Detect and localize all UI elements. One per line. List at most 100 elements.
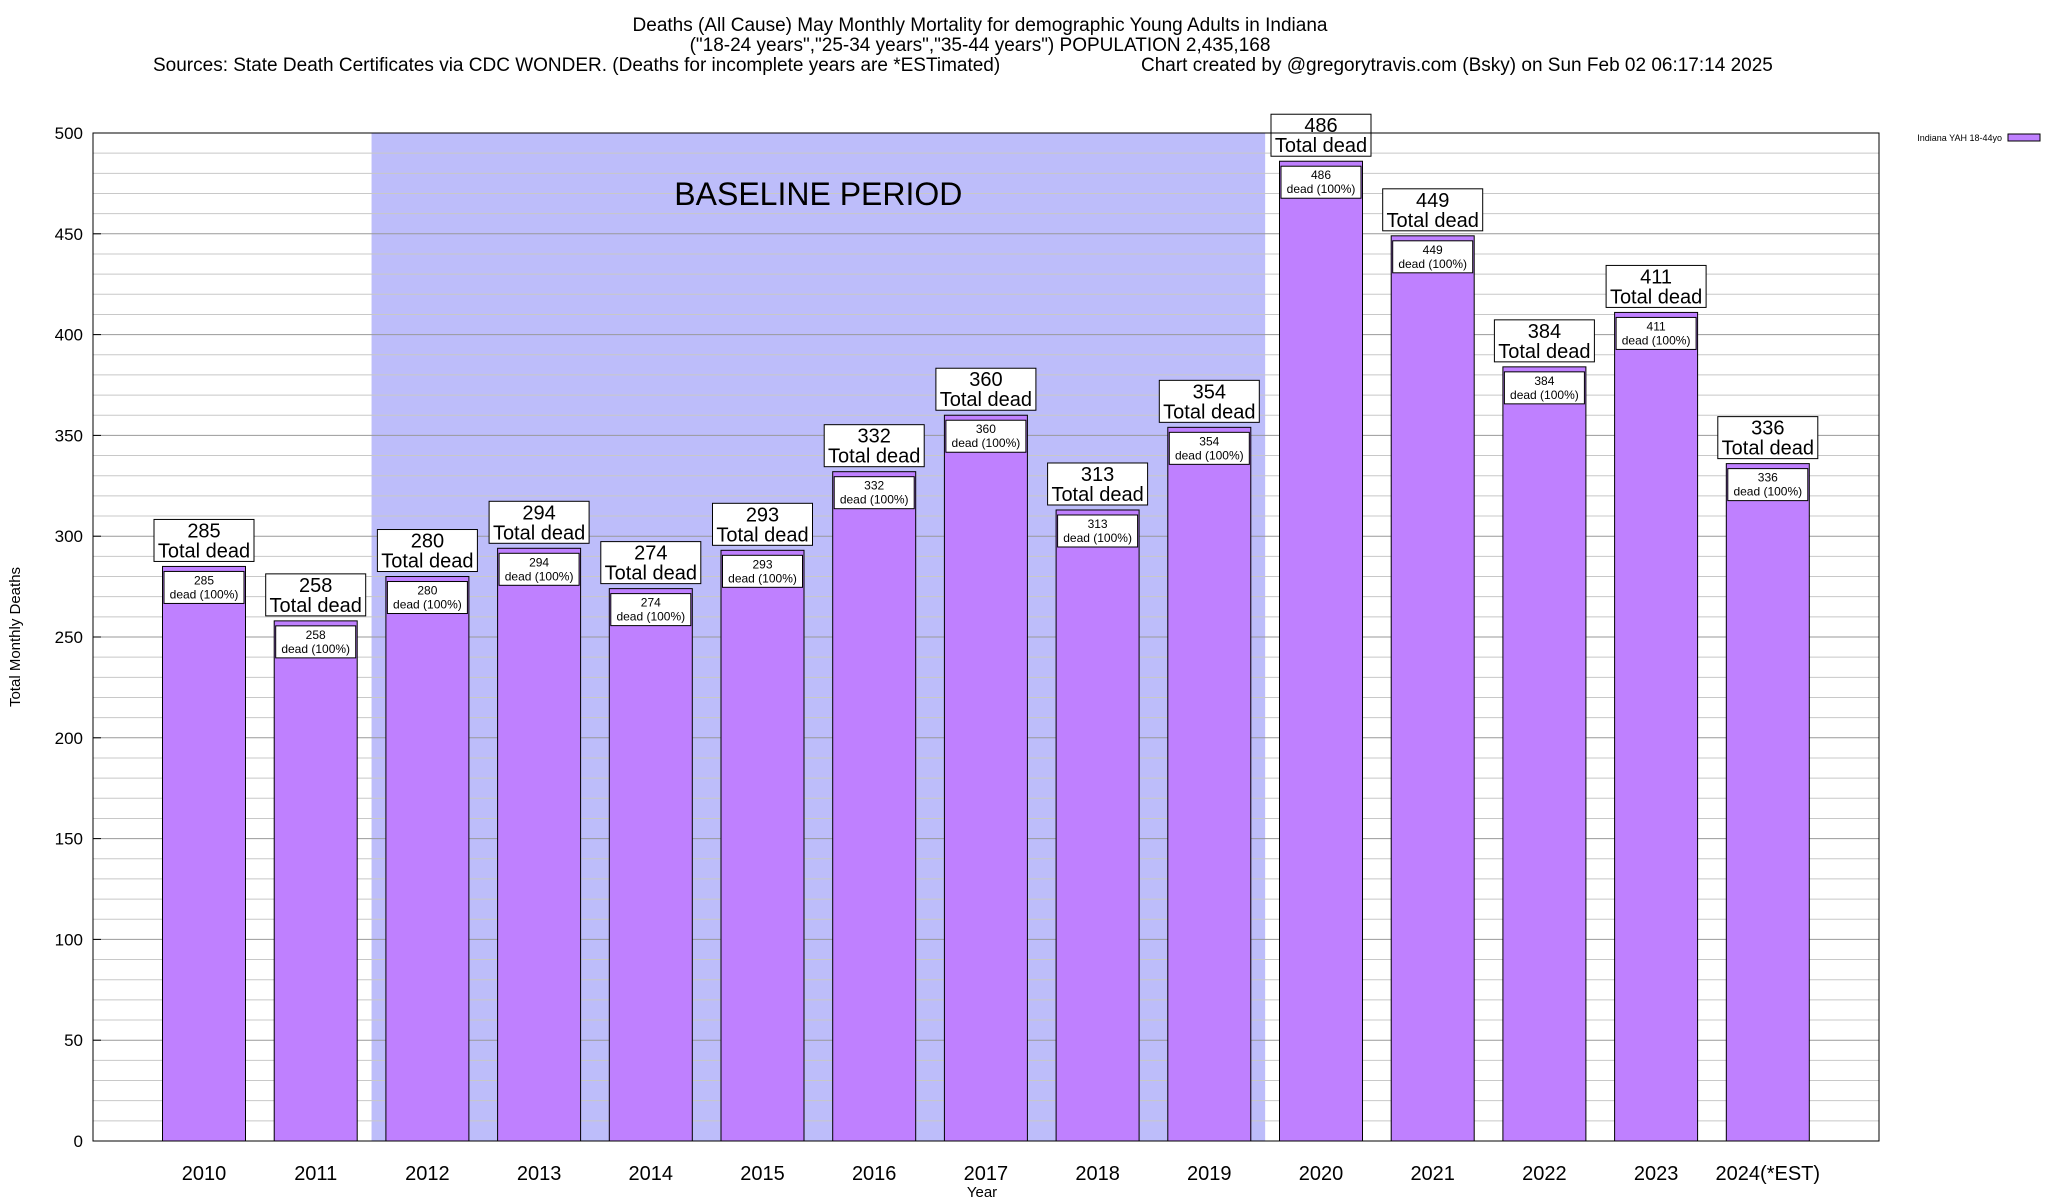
bar <box>1502 366 1587 1142</box>
bar-inner-caption: dead (100%) <box>505 569 574 583</box>
y-axis-label: Total Monthly Deaths <box>7 567 24 707</box>
bar-inner-label-box <box>833 476 915 510</box>
bar <box>385 576 470 1142</box>
x-tick-label: 2020 <box>1299 1163 1344 1185</box>
bar-total-caption: Total dead <box>1387 210 1479 232</box>
x-tick-label: 2021 <box>1410 1163 1455 1185</box>
bar <box>943 414 1028 1142</box>
bar-total-value: 258 <box>299 575 332 597</box>
bar-total-label-box <box>823 424 925 468</box>
bar-inner-label-box <box>1392 240 1474 274</box>
bar-inner-value: 360 <box>976 422 996 436</box>
bar-total-value: 384 <box>1528 321 1561 343</box>
bar-inner-caption: dead (100%) <box>840 493 909 507</box>
bar-inner-caption: dead (100%) <box>616 610 685 624</box>
bar-inner-value: 486 <box>1311 168 1331 182</box>
bar-inner-value: 258 <box>306 628 326 642</box>
baseline-label: BASELINE PERIOD <box>674 176 962 212</box>
bar-total-label-box <box>1270 113 1372 157</box>
bar-inner-label-box <box>722 554 803 588</box>
bar-total-value: 486 <box>1304 115 1337 137</box>
bar-inner-label-box <box>498 552 580 586</box>
bar <box>720 549 805 1142</box>
bar-total-label-box <box>153 518 255 562</box>
bar-inner-caption: dead (100%) <box>1510 388 1579 402</box>
chart-title-line-1: Deaths (All Cause) May Monthly Mortality… <box>633 15 1328 36</box>
bar-total-label-box <box>1605 264 1707 308</box>
chart-sources: Sources: State Death Certificates via CD… <box>153 55 1000 76</box>
bar-total-label-box <box>935 367 1037 411</box>
bar-inner-value: 280 <box>417 584 437 598</box>
bar-inner-caption: dead (100%) <box>952 436 1021 450</box>
bar-inner-caption: dead (100%) <box>393 598 462 612</box>
legend-swatch <box>2007 133 2041 142</box>
x-tick-label: 2024(*EST) <box>1716 1163 1821 1185</box>
bar-total-value: 293 <box>746 504 779 526</box>
chart-credit: Chart created by @gregorytravis.com (Bsk… <box>1141 55 1773 76</box>
bar-total-label-box <box>1717 416 1819 460</box>
y-tick-label: 350 <box>55 426 83 445</box>
bar-total-caption: Total dead <box>158 540 250 562</box>
bar-total-label-box <box>265 573 367 617</box>
bar-inner-label-box <box>610 593 692 627</box>
bar-inner-caption: dead (100%) <box>728 571 797 585</box>
bar <box>1390 235 1475 1142</box>
y-tick-label: 100 <box>55 930 83 949</box>
bar-total-label-box <box>1382 188 1484 232</box>
bar <box>1279 160 1363 1142</box>
bar-inner-value: 274 <box>641 596 661 610</box>
y-tick-label: 0 <box>74 1132 83 1151</box>
bar-total-caption: Total dead <box>1163 401 1255 423</box>
bar-total-caption: Total dead <box>381 551 473 573</box>
y-tick-label: 150 <box>55 830 83 849</box>
y-tick-label: 300 <box>55 527 83 546</box>
bar-total-label-box <box>1493 319 1595 363</box>
bar <box>273 620 358 1142</box>
bar-inner-label-box <box>163 570 245 604</box>
x-tick-label: 2016 <box>852 1163 897 1185</box>
bar-inner-caption: dead (100%) <box>1175 448 1244 462</box>
bar-inner-label-box <box>1615 316 1697 350</box>
bar-total-value: 274 <box>634 543 667 565</box>
y-tick-label: 200 <box>55 729 83 748</box>
y-tick-label: 450 <box>55 225 83 244</box>
x-tick-label: 2022 <box>1522 1163 1567 1185</box>
bar-total-label-box <box>1158 379 1260 423</box>
bar <box>162 565 246 1142</box>
bar-inner-caption: dead (100%) <box>1733 485 1802 499</box>
bar-total-label-box <box>1047 462 1149 506</box>
bar-inner-label-box <box>1727 468 1809 502</box>
bar-inner-value: 354 <box>1199 434 1219 448</box>
x-axis-label: Year <box>967 1184 997 1200</box>
bar-total-caption: Total dead <box>1275 135 1367 157</box>
bar-inner-label-box <box>275 625 357 659</box>
bar-inner-label-box <box>1280 165 1362 199</box>
bar-total-value: 294 <box>522 502 555 524</box>
bar-total-label-box <box>376 529 478 573</box>
bar-total-caption: Total dead <box>716 524 808 546</box>
bar-total-value: 354 <box>1193 381 1226 403</box>
bar-total-value: 280 <box>411 531 444 553</box>
x-tick-label: 2014 <box>629 1163 674 1185</box>
bar-inner-caption: dead (100%) <box>170 587 239 601</box>
y-tick-label: 400 <box>55 326 83 345</box>
y-tick-label: 500 <box>55 124 83 143</box>
bar-total-value: 332 <box>858 426 891 448</box>
bar-total-value: 336 <box>1751 418 1784 440</box>
bar-inner-label-box <box>1168 431 1250 465</box>
bar <box>1167 426 1252 1142</box>
x-tick-label: 2015 <box>740 1163 785 1185</box>
bar-inner-value: 449 <box>1423 243 1443 257</box>
